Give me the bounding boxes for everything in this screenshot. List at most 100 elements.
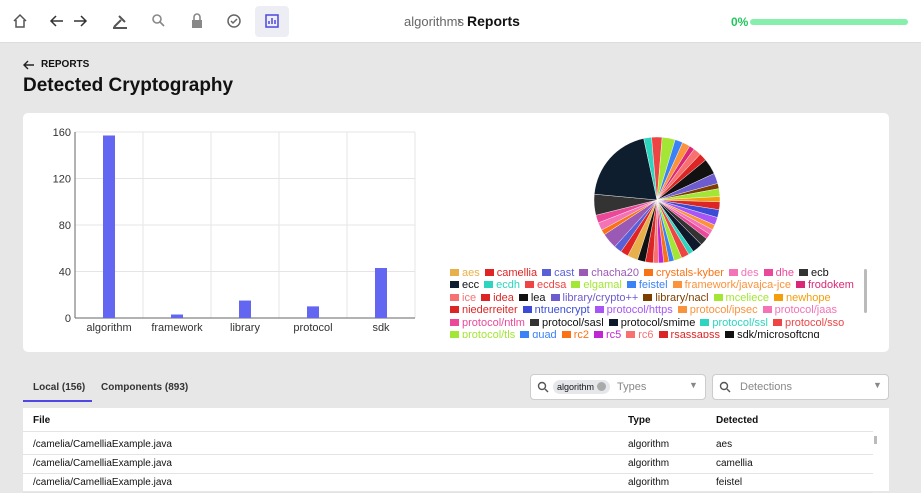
legend-item: rsassapss <box>658 329 720 338</box>
legend-swatch <box>561 331 571 338</box>
back-link[interactable]: REPORTS <box>41 59 90 70</box>
legend-label: rc5 <box>605 329 622 338</box>
table-cell: camellia <box>716 458 753 469</box>
legend-swatch <box>542 269 552 276</box>
legend-swatch <box>626 331 636 338</box>
filter-chip[interactable]: algorithm <box>553 380 611 394</box>
lock-icon[interactable] <box>188 12 206 30</box>
legend-label: rc2 <box>573 329 589 338</box>
legend-item: framework/javajca-jce <box>672 279 791 292</box>
home-icon[interactable] <box>11 12 29 30</box>
legend-label: crystals-kyber <box>656 267 724 279</box>
legend-swatch <box>524 281 534 289</box>
legend-swatch <box>658 331 668 338</box>
legend-swatch <box>520 331 530 338</box>
table-header: Detected <box>716 415 759 426</box>
legend-swatch <box>700 318 710 326</box>
legend-item: protocol/smime <box>608 317 695 329</box>
divider <box>23 431 873 432</box>
legend-label: rc6 <box>638 329 654 338</box>
legend-swatch <box>643 293 653 301</box>
back-arrow[interactable] <box>23 59 35 71</box>
legend-item: protocol/ipsec <box>677 304 758 316</box>
x-tick-label: protocol <box>293 322 332 334</box>
legend-item: ecb <box>798 267 829 279</box>
forward-icon[interactable] <box>71 12 89 30</box>
legend-swatch <box>798 269 808 276</box>
legend-item: library/crypto++ <box>550 292 638 304</box>
dropdown-arrow: ▼ <box>689 380 698 390</box>
divider <box>23 473 873 474</box>
legend-label: library/nacl <box>655 291 709 304</box>
legend-item: protocol/sasl <box>529 317 604 329</box>
breadcrumb[interactable]: algorithms <box>404 14 464 29</box>
legend-swatch <box>450 269 459 276</box>
tab[interactable]: Local (156) <box>33 382 86 393</box>
legend-label: cast <box>554 267 575 279</box>
legend-swatch <box>579 269 589 276</box>
legend-label: feistel <box>638 279 668 292</box>
tab[interactable]: Components (893) <box>101 382 189 393</box>
legend-swatch <box>450 293 459 301</box>
progress-label: 0% <box>731 15 749 29</box>
legend-item: ecdsa <box>524 279 566 291</box>
search-icon[interactable] <box>150 12 168 30</box>
legend-swatch <box>484 269 494 276</box>
y-tick-label: 160 <box>53 127 71 139</box>
legend-label: ice <box>462 291 477 304</box>
bar <box>375 268 387 318</box>
chip-remove[interactable] <box>597 382 606 391</box>
legend-swatch <box>773 293 783 301</box>
reports-icon[interactable] <box>263 12 281 30</box>
legend-item: rc5 <box>593 329 622 338</box>
page-title: Detected Cryptography <box>23 75 234 96</box>
pie-slice <box>637 199 658 263</box>
legend-swatch <box>626 281 636 289</box>
toolbar: algorithms › Reports 0% <box>0 0 921 43</box>
check-icon[interactable] <box>225 12 243 30</box>
legend-swatch <box>763 269 773 276</box>
legend-item: rc2 <box>561 329 589 338</box>
table-cell: aes <box>716 439 733 450</box>
legend-item: idea <box>481 292 514 304</box>
table-cell: algorithm <box>628 458 670 469</box>
build-icon[interactable] <box>111 12 129 30</box>
divider <box>23 454 873 455</box>
legend-label: frodokem <box>808 279 854 292</box>
legend-item: lea <box>518 291 546 304</box>
legend-item: frodokem <box>796 279 854 291</box>
legend-label: protocol/tls <box>462 329 516 338</box>
legend-label: framework/javajca-jce <box>684 279 791 292</box>
legend-label: niederreiter <box>462 304 518 317</box>
search-icon <box>537 381 549 393</box>
legend-swatch <box>594 306 604 314</box>
legend-item: chacha20 <box>579 267 639 279</box>
progress-track <box>750 19 908 25</box>
legend-swatch <box>450 306 459 314</box>
legend-item: protocol/ssl <box>700 317 768 329</box>
legend-swatch <box>484 281 494 289</box>
legend-swatch <box>571 281 581 289</box>
table-cell: /camelia/CamelliaExample.java <box>33 477 172 488</box>
legend-item: protocol/https <box>594 304 673 316</box>
back-icon[interactable] <box>48 12 66 30</box>
legend-item: newhope <box>773 291 831 304</box>
x-tick-label: algorithm <box>86 322 131 334</box>
legend-item: elgamal <box>571 279 622 291</box>
detections-filter[interactable]: Detections ▼ <box>712 374 889 400</box>
x-tick-label: framework <box>151 322 203 334</box>
legend-label: lea <box>530 291 546 304</box>
legend-item: protocol/ntlm <box>450 317 525 329</box>
legend-label: camellia <box>496 267 538 279</box>
bar <box>103 135 115 318</box>
pie-slice <box>594 138 658 201</box>
legend-label: newhope <box>785 291 831 304</box>
legend-swatch <box>550 293 560 301</box>
legend-label: ecdh <box>496 279 520 292</box>
legend-swatch <box>772 318 782 326</box>
legend-item: quad <box>520 329 557 338</box>
table-cell: feistel <box>716 477 743 488</box>
legend-item: ecc <box>450 279 479 291</box>
legend-item: des <box>728 267 759 279</box>
